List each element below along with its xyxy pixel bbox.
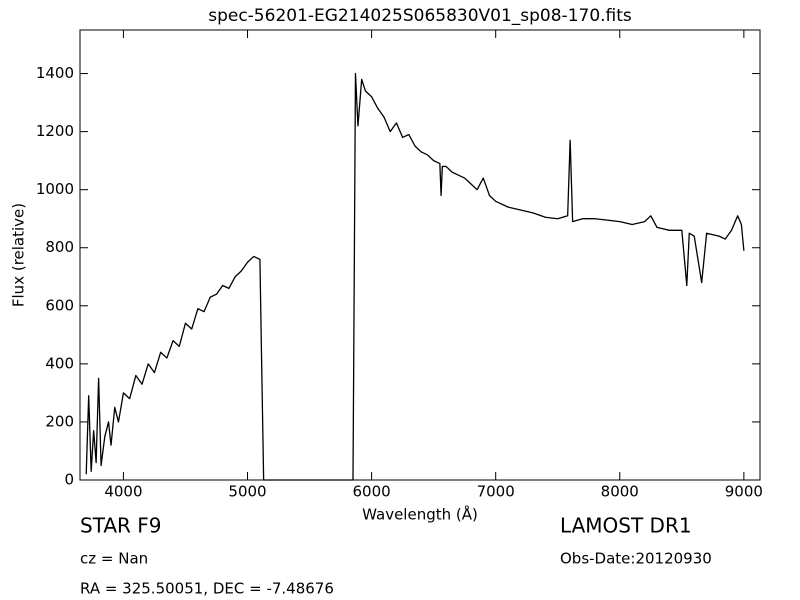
x-tick-label: 5000 [228, 483, 266, 501]
spectrum-line [85, 72, 745, 481]
y-tick-label: 0 [64, 471, 74, 489]
y-tick-label: 1200 [36, 122, 74, 140]
y-tick-label: 1000 [36, 180, 74, 198]
x-tick-label: 8000 [601, 483, 639, 501]
annotation: STAR F9 [80, 514, 162, 538]
annotation: RA = 325.50051, DEC = -7.48676 [80, 580, 334, 598]
x-tick-label: 7000 [477, 483, 515, 501]
y-tick-label: 200 [45, 412, 74, 430]
y-tick-label: 600 [45, 296, 74, 314]
x-tick-label: 4000 [104, 483, 142, 501]
annotation: LAMOST DR1 [560, 514, 692, 538]
x-tick-label: 6000 [353, 483, 391, 501]
annotation: cz = Nan [80, 550, 148, 568]
y-tick-label: 800 [45, 238, 74, 256]
x-tick-label: 9000 [725, 483, 763, 501]
annotation: Obs-Date:20120930 [560, 550, 712, 568]
chart-title: spec-56201-EG214025S065830V01_sp08-170.f… [208, 6, 632, 26]
plot-frame [79, 29, 761, 481]
y-axis-label: Flux (relative) [10, 203, 28, 307]
y-tick-label: 1400 [36, 64, 74, 82]
y-tick-label: 400 [45, 354, 74, 372]
x-axis-label: Wavelength (Å) [362, 505, 478, 524]
